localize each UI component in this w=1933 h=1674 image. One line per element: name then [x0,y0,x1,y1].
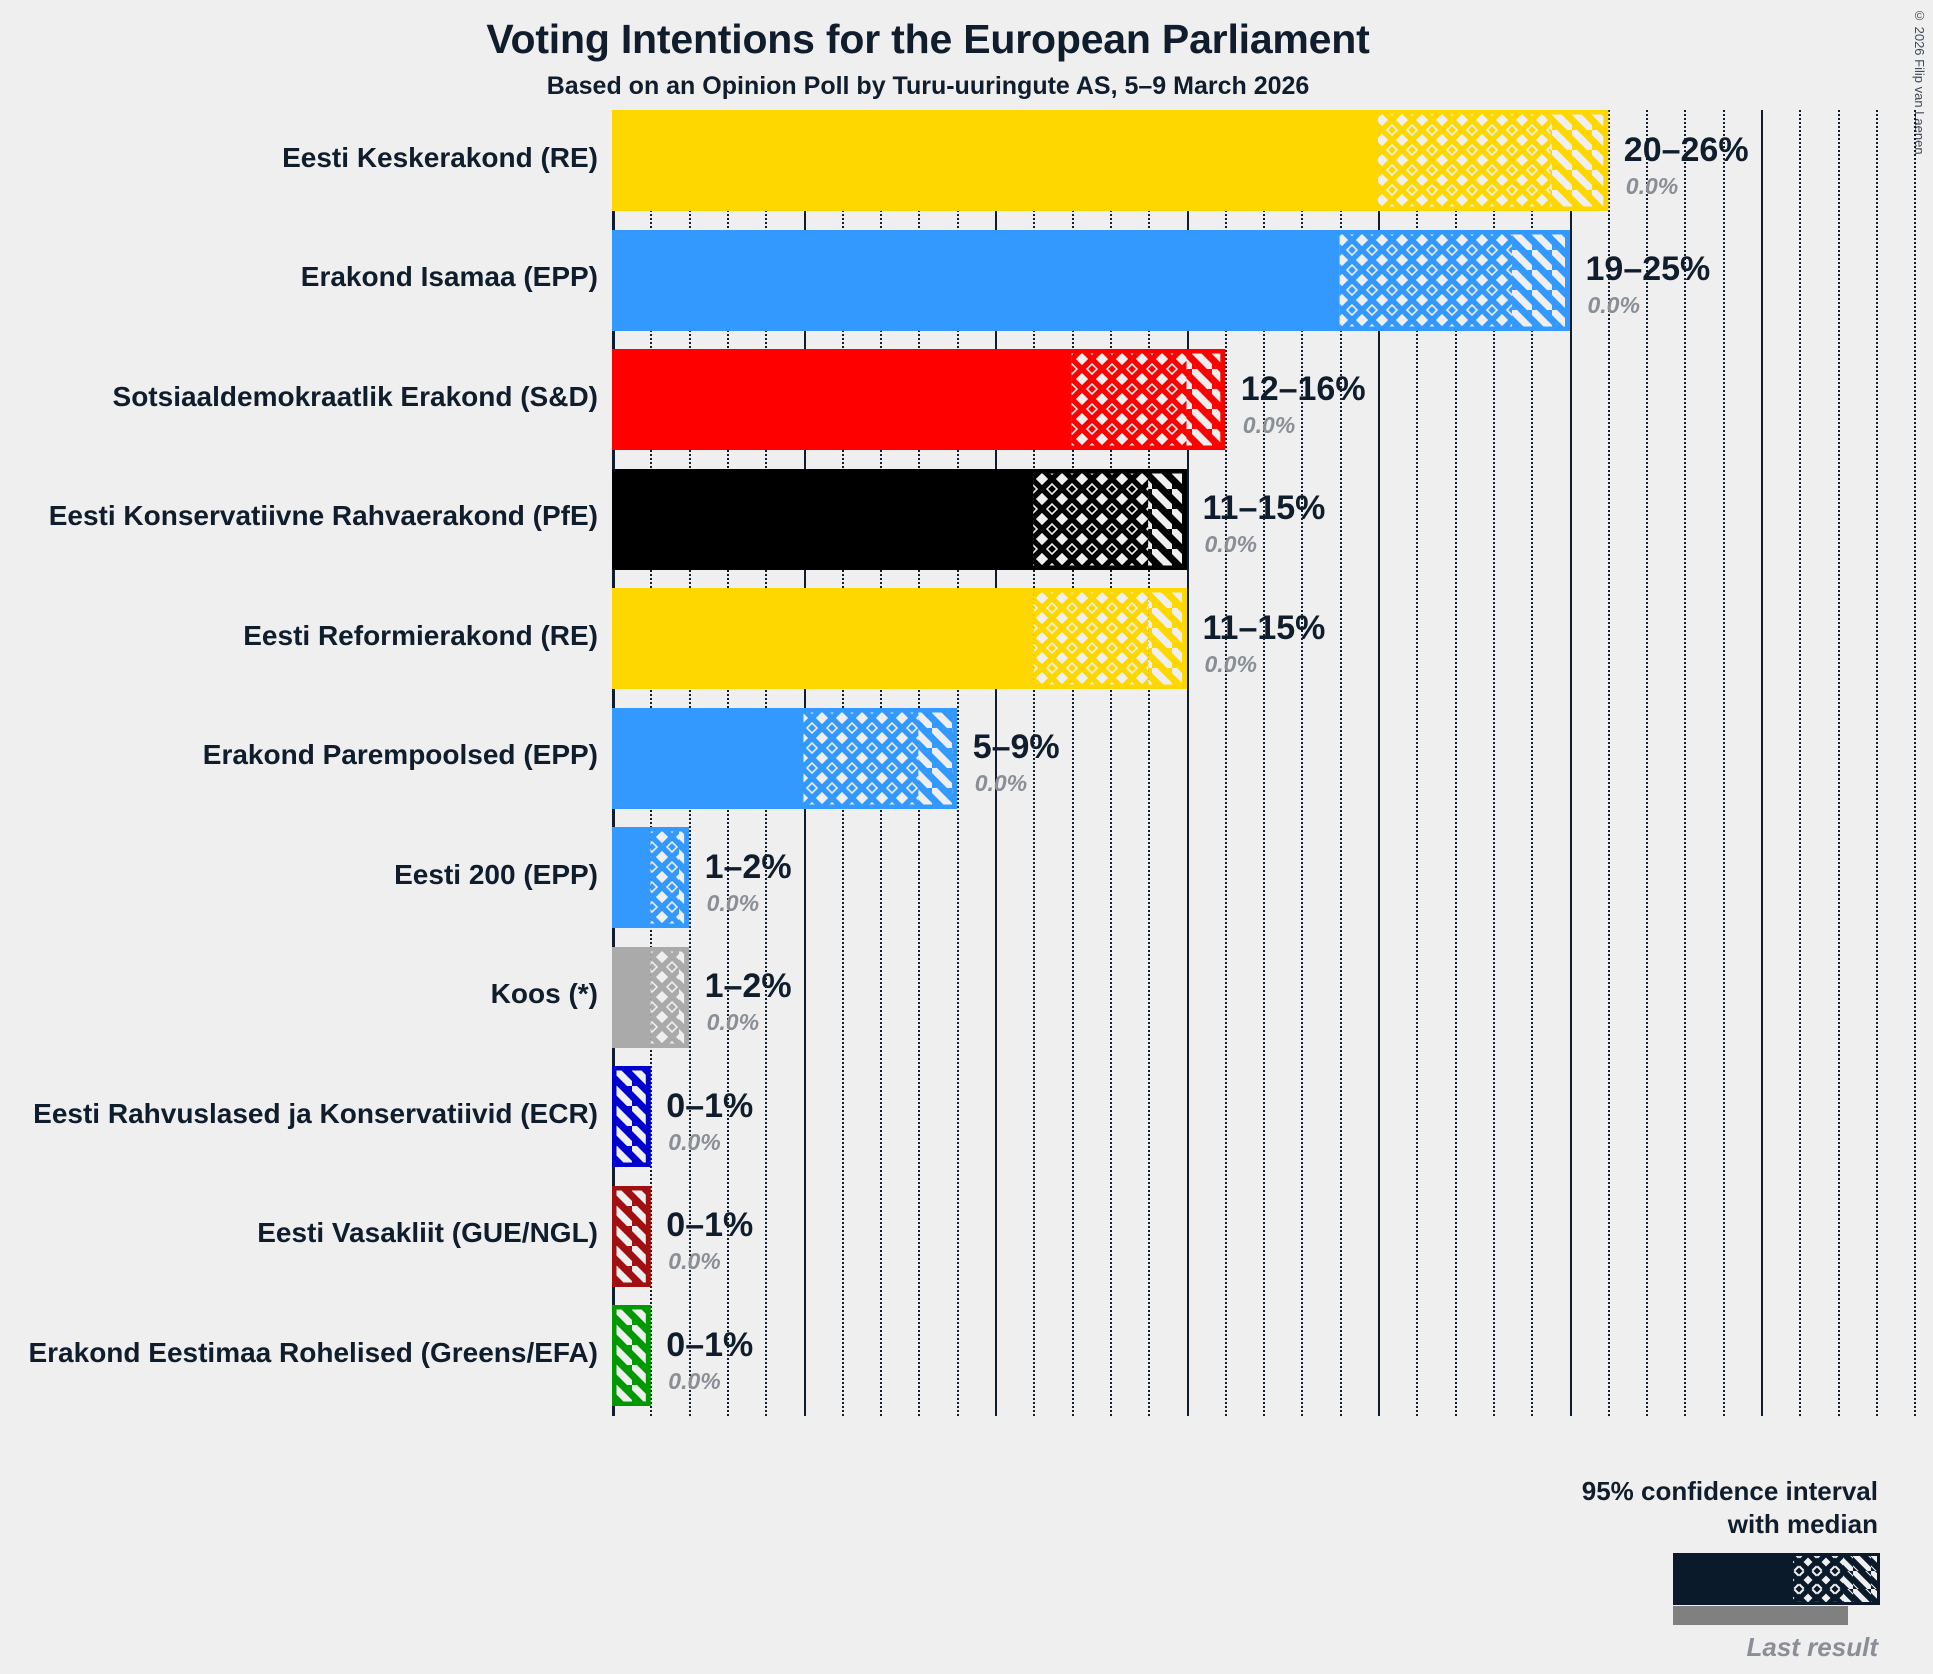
range-value-label: 1–2% [704,967,792,1005]
gridline-major [1378,110,1380,1416]
confidence-interval-bar[interactable] [612,588,1191,689]
confidence-interval-bar[interactable] [612,1066,654,1167]
gridline-minor [1071,110,1074,1416]
gridline-minor [1416,110,1419,1416]
gridline-major [995,110,997,1416]
gridline-minor [1339,110,1342,1416]
bar-row: Erakond Eestimaa Rohelised (Greens/EFA) 0… [0,1305,1933,1406]
bar-row: Eesti 200 (EPP) 1–2% 0.0% [0,827,1933,928]
legend-ci-swatch [1673,1553,1880,1605]
range-value-label: 0–1% [666,1206,754,1244]
bar-row: Eesti Keskerakond (RE) 20–26% 0.0% [0,110,1933,211]
range-value-label: 20–26% [1623,130,1749,169]
confidence-interval-bar[interactable] [612,110,1612,211]
range-value-label: 11–15% [1202,489,1326,527]
confidence-interval-bar[interactable] [612,827,693,928]
last-result-value: 0.0% [1204,531,1257,557]
party-label: Eesti Rahvuslased ja Konservatiivid (ECR… [33,1097,598,1129]
confidence-interval-bar[interactable] [612,1185,654,1287]
bar-row: Eesti Konservatiivne Rahvaerakond (PfE) 1… [0,468,1933,570]
gridline-minor [1607,110,1610,1416]
gridline-minor [1263,110,1266,1416]
last-result-value: 0.0% [1242,411,1296,438]
gridline-major [1569,110,1572,1416]
gridline-minor [1531,110,1534,1416]
bar-row: Erakond Isamaa (EPP) 19–25% 0.0% [0,229,1933,331]
party-label: Erakond Parempoolsed (EPP) [202,739,598,770]
legend-line-1: 95% confidence interval [1581,1476,1878,1506]
last-result-value: 0.0% [1625,172,1679,199]
party-label: Eesti 200 (EPP) [394,858,598,890]
legend-line-2: with median [1727,1508,1878,1539]
last-result-value: 0.0% [668,1367,721,1394]
last-result-value: 0.0% [1204,650,1257,677]
gridline-minor [1148,110,1151,1416]
legend-last-result-swatch [1673,1606,1848,1625]
gridline-major [1186,110,1189,1416]
bar-row: Sotsiaaldemokraatlik Erakond (S&D) 12–16%… [0,349,1933,450]
gridline-minor [1454,110,1457,1416]
range-value-label: 5–9% [972,728,1060,766]
last-result-value: 0.0% [974,770,1028,796]
bar-row: Eesti Rahvuslased ja Konservatiivid (ECR… [0,1066,1933,1167]
range-value-label: 12–16% [1240,369,1366,408]
legend-title: 95% confidence interval with median [1582,1475,1878,1540]
party-label: Eesti Vasakliit (GUE/NGL) [257,1217,598,1248]
last-result-value: 0.0% [706,889,760,916]
party-label: Koos (*) [490,978,598,1009]
party-label: Eesti Keskerakond (RE) [282,141,598,173]
bar-row: Eesti Reformierakond (RE) 11–15% 0.0% [0,588,1933,689]
gridline-minor [1109,110,1112,1416]
chart-subtitle: Based on an Opinion Poll by Turu-uuringu… [546,72,1310,100]
gridline-minor [956,110,959,1416]
last-result-value: 0.0% [668,1128,721,1155]
bar-row: Eesti Vasakliit (GUE/NGL) 0–1% 0.0% [0,1185,1933,1287]
gridline-minor [1301,110,1304,1416]
legend-last-result-label: Last result [1746,1632,1879,1662]
gridline-minor [1875,110,1878,1416]
confidence-interval-bar[interactable] [612,1305,654,1406]
party-label: Eesti Konservatiivne Rahvaerakond (PfE) [48,500,598,531]
last-result-value: 0.0% [1587,292,1640,318]
confidence-interval-bar[interactable] [612,468,1191,570]
gridline-minor [1684,110,1687,1416]
confidence-interval-bar[interactable] [612,349,1229,450]
page-title: Voting Intentions for the European Parli… [486,16,1370,62]
gridline-minor [1224,110,1227,1416]
confidence-interval-bar[interactable] [612,707,961,809]
range-value-label: 1–2% [704,847,792,886]
last-result-value: 0.0% [706,1009,760,1035]
gridline-minor [1492,110,1495,1416]
gridline-minor [1722,110,1725,1416]
range-value-label: 0–1% [666,1086,754,1125]
gridline-major [1761,110,1763,1416]
party-label: Eesti Reformierakond (RE) [243,619,598,651]
gridline-minor [1646,110,1649,1416]
party-label: Erakond Eestimaa Rohelised (Greens/EFA) [28,1336,598,1368]
last-result-value: 0.0% [668,1248,721,1274]
range-value-label: 0–1% [666,1325,754,1364]
party-label: Sotsiaaldemokraatlik Erakond (S&D) [112,380,598,412]
party-label: Erakond Isamaa (EPP) [300,261,598,292]
gridline-minor [1914,110,1917,1416]
bar-row: Koos (*) 1–2% 0.0% [0,946,1933,1048]
bar-row: Erakond Parempoolsed (EPP) 5–9% 0.0% [0,707,1933,809]
range-value-label: 11–15% [1202,608,1326,647]
range-value-label: 19–25% [1585,250,1711,288]
gridline-minor [1837,110,1840,1416]
confidence-interval-bar[interactable] [612,229,1574,331]
gridline-minor [1033,110,1036,1416]
gridline-minor [1799,110,1802,1416]
confidence-interval-bar[interactable] [612,946,693,1048]
